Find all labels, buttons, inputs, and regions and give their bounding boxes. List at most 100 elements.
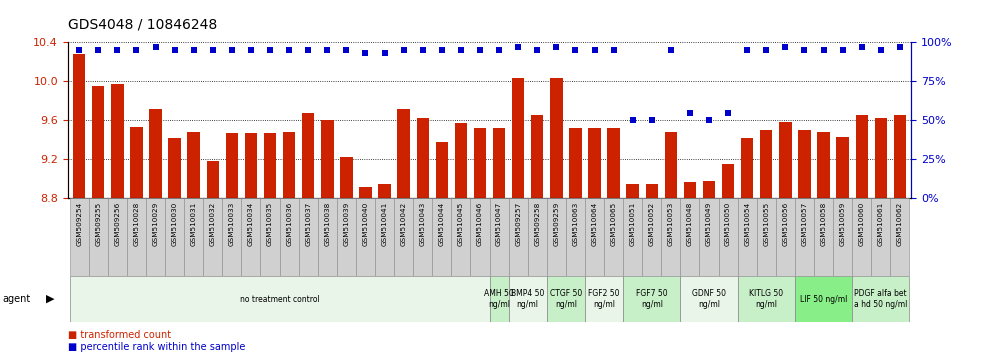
Text: GSM509257: GSM509257 [515,202,521,246]
Bar [699,198,718,276]
Text: GSM510028: GSM510028 [133,202,139,246]
Bar [360,187,372,198]
Bar [241,198,261,276]
Bar [608,128,620,198]
Bar [509,198,528,276]
Bar [856,115,868,198]
Text: ■ transformed count: ■ transformed count [68,330,171,339]
Bar [833,198,853,276]
Bar [126,198,146,276]
Text: GDS4048 / 10846248: GDS4048 / 10846248 [68,18,217,32]
Text: GSM510048: GSM510048 [687,202,693,246]
Bar [626,184,638,198]
Bar [795,198,814,276]
Bar [623,198,642,276]
Text: KITLG 50
ng/ml: KITLG 50 ng/ml [749,290,783,309]
Bar [226,133,238,198]
Bar [187,132,200,198]
Bar [70,276,490,322]
Bar [718,198,738,276]
Text: GSM509256: GSM509256 [115,202,121,246]
Bar [130,127,142,198]
Text: GSM510040: GSM510040 [363,202,369,246]
Bar [585,276,623,322]
Text: GSM510057: GSM510057 [802,202,808,246]
Bar [550,79,563,198]
Text: GSM510055: GSM510055 [763,202,769,246]
Bar [818,132,830,198]
Bar [264,133,276,198]
Bar [337,198,356,276]
Bar [184,198,203,276]
Text: GSM510051: GSM510051 [629,202,635,246]
Text: GSM510063: GSM510063 [573,202,579,246]
Bar [318,198,337,276]
Bar [394,198,413,276]
Bar [455,123,467,198]
Bar [853,198,872,276]
Text: BMP4 50
ng/ml: BMP4 50 ng/ml [511,290,545,309]
Bar [874,119,887,198]
Bar [589,128,601,198]
Bar [604,198,623,276]
Text: FGF7 50
ng/ml: FGF7 50 ng/ml [636,290,667,309]
Bar [280,198,299,276]
Bar [683,182,696,198]
Text: GSM510044: GSM510044 [439,202,445,246]
Bar [341,157,353,198]
Text: GSM510047: GSM510047 [496,202,502,246]
Bar [283,132,296,198]
Text: GSM510061: GSM510061 [877,202,883,246]
Bar [321,120,334,198]
Text: GSM510059: GSM510059 [840,202,846,246]
Text: ▶: ▶ [46,294,55,304]
Bar [435,142,448,198]
Bar [853,276,909,322]
Bar [146,198,165,276]
Bar [299,198,318,276]
Text: GSM510064: GSM510064 [592,202,598,246]
Bar [451,198,470,276]
Bar [89,198,108,276]
Text: agent: agent [2,294,30,304]
Text: GSM510037: GSM510037 [305,202,311,246]
Text: GSM510062: GSM510062 [896,202,903,246]
Bar [432,198,451,276]
Text: FGF2 50
ng/ml: FGF2 50 ng/ml [589,290,620,309]
Bar [474,128,486,198]
Bar [741,138,753,198]
Bar [547,198,566,276]
Bar [531,115,544,198]
Text: GSM510038: GSM510038 [325,202,331,246]
Text: GSM510053: GSM510053 [668,202,674,246]
Bar [890,198,909,276]
Bar [509,276,547,322]
Bar [645,184,658,198]
Bar [703,181,715,198]
Text: GSM510043: GSM510043 [419,202,425,246]
Bar [814,198,833,276]
Bar [165,198,184,276]
Bar [416,119,429,198]
Bar [375,198,394,276]
Text: GSM510033: GSM510033 [229,202,235,246]
Bar [493,128,505,198]
Text: GSM510032: GSM510032 [210,202,216,246]
Text: GSM510050: GSM510050 [725,202,731,246]
Bar [760,130,773,198]
Text: no treatment control: no treatment control [240,295,320,304]
Text: GSM510046: GSM510046 [477,202,483,246]
Bar [490,198,509,276]
Bar [680,276,738,322]
Bar [112,84,124,198]
Text: GSM509255: GSM509255 [96,202,102,246]
Bar [92,86,105,198]
Bar [623,276,680,322]
Bar [776,198,795,276]
Bar [70,198,89,276]
Bar [261,198,280,276]
Text: GSM510054: GSM510054 [744,202,750,246]
Bar [302,113,315,198]
Text: GSM510042: GSM510042 [400,202,406,246]
Text: GSM509258: GSM509258 [534,202,540,246]
